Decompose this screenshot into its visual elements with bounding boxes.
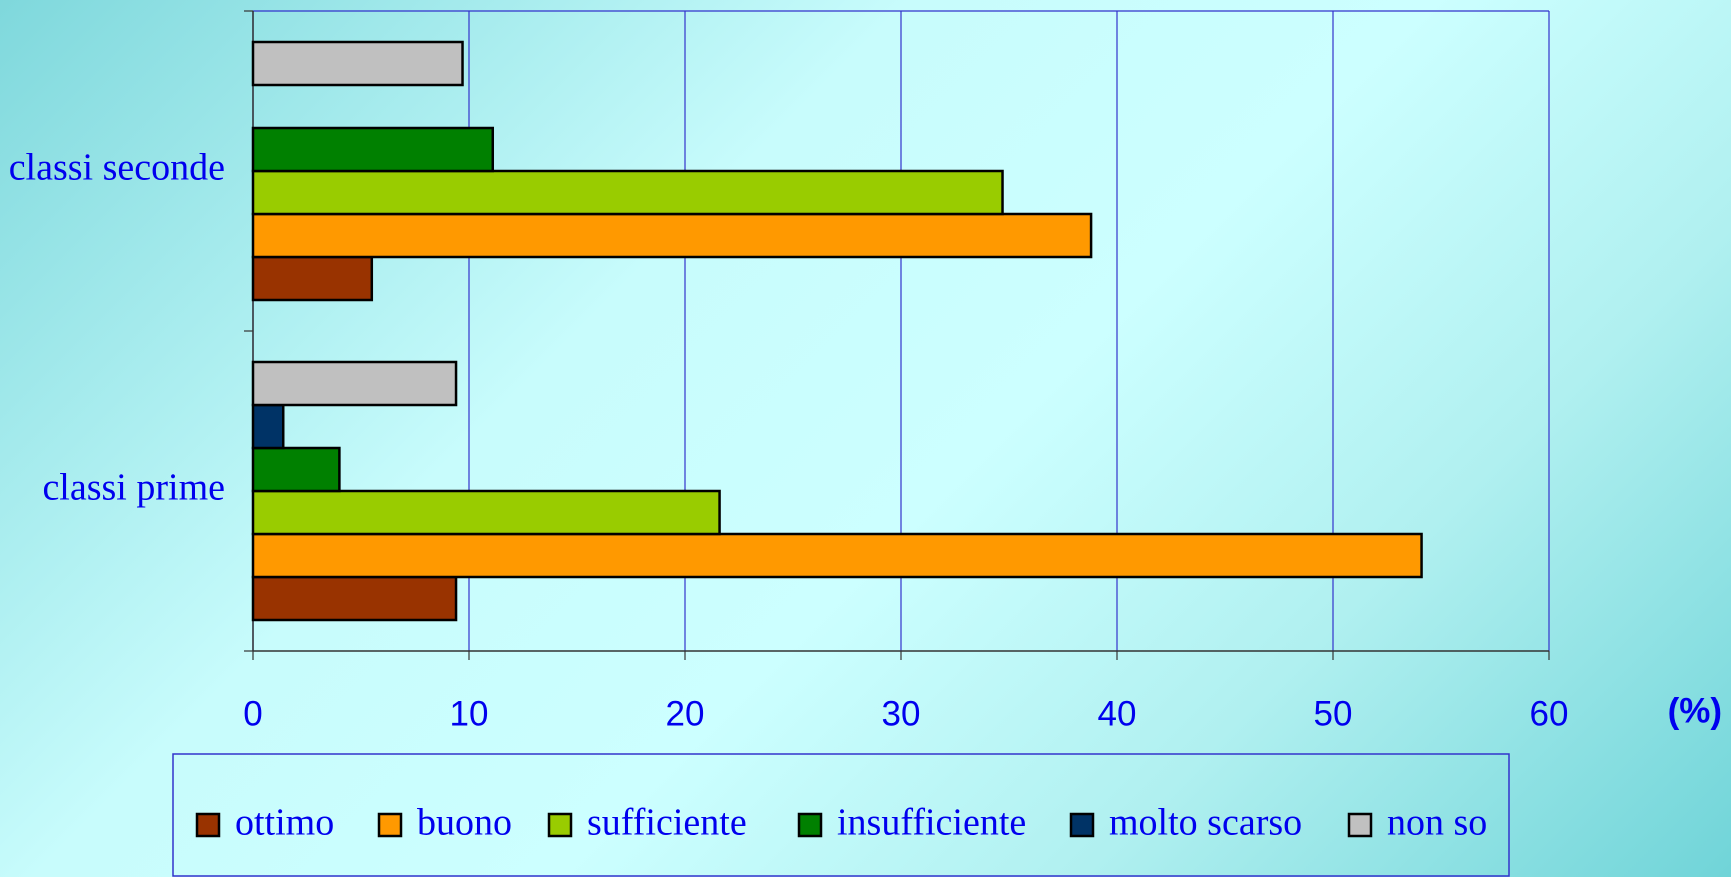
x-tick-label: 50 (1314, 694, 1353, 733)
legend-swatch (547, 812, 573, 838)
legend-label: ottimo (235, 802, 334, 844)
bar (251, 126, 495, 173)
x-axis-label: (%) (1668, 691, 1722, 730)
y-tick-label: classi seconde (9, 147, 225, 189)
x-tick-label: 60 (1530, 694, 1569, 733)
x-tick-label: 30 (882, 694, 921, 733)
legend-label: non so (1387, 802, 1487, 844)
bar (251, 532, 1423, 579)
bar (251, 40, 464, 87)
legend-swatch (195, 812, 221, 838)
legend-swatch (797, 812, 823, 838)
bar (251, 169, 1004, 216)
legend-swatch (1069, 812, 1095, 838)
bar (251, 446, 341, 493)
legend-label: buono (417, 802, 512, 844)
x-tick-label: 20 (666, 694, 705, 733)
legend-label: sufficiente (587, 802, 747, 844)
legend-label: insufficiente (837, 802, 1026, 844)
bar (251, 255, 374, 302)
legend-swatch (1347, 812, 1373, 838)
bar (251, 403, 285, 450)
legend-label: molto scarso (1109, 802, 1302, 844)
bar (251, 575, 458, 622)
y-tick-label: classi prime (42, 467, 225, 509)
bar (251, 212, 1093, 259)
legend-box (172, 753, 1510, 877)
bar (251, 360, 458, 407)
x-tick-label: 10 (450, 694, 489, 733)
x-tick-label: 40 (1098, 694, 1137, 733)
bar (251, 489, 721, 536)
legend-swatch (377, 812, 403, 838)
x-tick-label: 0 (243, 694, 262, 733)
